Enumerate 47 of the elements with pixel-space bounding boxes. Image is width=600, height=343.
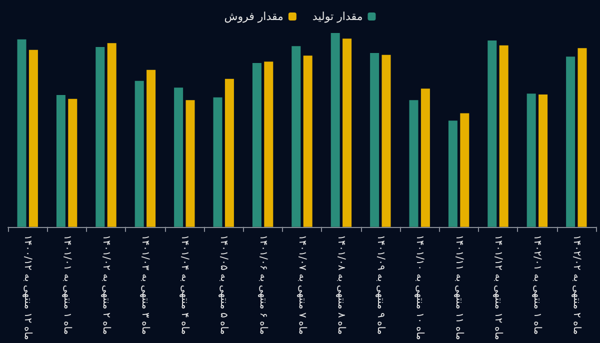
bar (146, 70, 156, 227)
x-tick-label: ماه ۲ منتهی به ۱۴۰۱/۰۲ (100, 234, 112, 335)
bar (566, 56, 576, 227)
bar (213, 97, 222, 227)
bar (252, 63, 262, 227)
bar (264, 62, 274, 227)
bar (28, 50, 38, 227)
bar (409, 100, 418, 227)
bar (370, 52, 380, 227)
bar (292, 46, 301, 227)
bar (68, 98, 78, 227)
x-tick-label: ماه ۱۱ منتهی به ۱۴۰۱/۱۱ (453, 234, 464, 340)
bar (420, 88, 430, 227)
x-tick-label: ماه ۵ منتهی به ۱۴۰۱/۰۵ (218, 234, 230, 335)
bar (488, 40, 497, 227)
bar (96, 46, 105, 227)
bar (330, 33, 340, 227)
x-tick-label: ماه ۱۰ منتهی به ۱۴۰۱/۱۰ (414, 234, 426, 340)
bar (382, 54, 391, 227)
bar (499, 45, 508, 227)
bar (56, 95, 66, 227)
x-tick-label: ماه ۱ منتهی به ۱۴۰۱/۰۱ (61, 234, 72, 335)
bar (303, 56, 312, 227)
bar (186, 100, 195, 227)
legend-label: مقدار فروش (224, 10, 284, 23)
legend-label: مقدار تولید (312, 10, 363, 23)
bar (174, 88, 184, 227)
bar (342, 38, 352, 227)
bar (448, 120, 458, 227)
x-tick-label: ماه ۱ منتهی به ۱۴۰۲/۰۱ (532, 234, 543, 335)
x-tick-label: ماه ۹ منتهی به ۱۴۰۱/۰۹ (374, 234, 386, 335)
x-tick-label: ماه ۷ منتهی به ۱۴۰۱/۰۷ (296, 234, 308, 335)
x-tick-label: ماه ۶ منتهی به ۱۴۰۱/۰۶ (257, 234, 268, 335)
bar (460, 113, 470, 227)
x-tick-label: ماه ۲ منتهی به ۱۴۰۲/۰۲ (570, 234, 582, 335)
x-tick-label: ماه ۸ منتهی به ۱۴۰۱/۰۸ (336, 234, 347, 335)
x-tick-label: ماه ۱۲ منتهی به ۱۴۰۰/۱۲ (22, 234, 34, 340)
bar (538, 94, 548, 227)
bar (578, 48, 587, 227)
bar (526, 94, 536, 227)
bar (224, 78, 234, 227)
bar (134, 80, 144, 227)
x-tick-label: ماه ۱۲ منتهی به ۱۴۰۱/۱۲ (492, 234, 504, 340)
bar (17, 39, 26, 227)
x-tick-label: ماه ۴ منتهی به ۱۴۰۱/۰۴ (178, 234, 190, 335)
x-tick-label: ماه ۳ منتهی به ۱۴۰۱/۰۳ (140, 234, 151, 335)
bar (107, 43, 116, 227)
